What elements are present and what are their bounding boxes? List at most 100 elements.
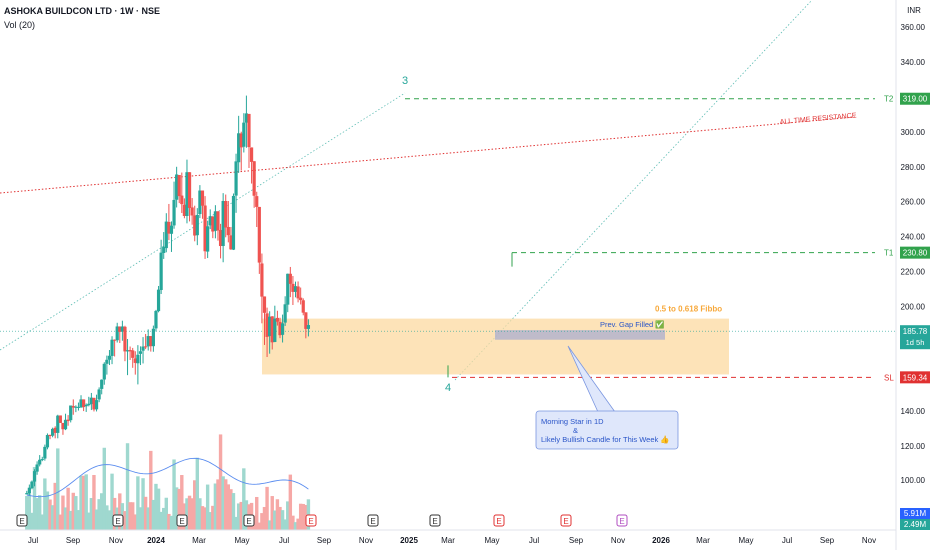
- candle-body: [237, 133, 241, 163]
- earnings-marker: [243, 514, 255, 527]
- volume-bar: [296, 518, 300, 530]
- price-axis[interactable]: INR120.00140.00160.00180.00200.00220.002…: [895, 0, 932, 550]
- candle-body: [291, 283, 295, 292]
- volume-bar: [74, 496, 78, 530]
- candle-body: [257, 206, 261, 263]
- earnings-marker: [176, 514, 188, 527]
- volume-bar: [301, 503, 305, 530]
- candle-body: [151, 328, 155, 347]
- volume-bar: [110, 473, 114, 530]
- volume-bar: [131, 502, 135, 530]
- volume-bar: [162, 507, 166, 530]
- sl-badge-bg: [900, 371, 930, 384]
- fibo-zone: [262, 318, 729, 375]
- candle-body: [180, 195, 184, 205]
- volume-bar: [45, 491, 50, 530]
- volume-bar: [172, 459, 176, 530]
- candle-body: [115, 326, 119, 341]
- candle-body: [32, 471, 37, 482]
- candle-body: [177, 174, 181, 197]
- callout-text: Morning Star in 1D: [541, 417, 604, 426]
- price-tick-label: 120.00: [901, 442, 926, 451]
- wave-3-label: 3: [402, 75, 408, 87]
- volume-bar: [226, 484, 231, 530]
- candle-body: [45, 434, 50, 448]
- volume-bar: [136, 476, 140, 530]
- candle-body: [278, 321, 282, 336]
- volume-bar: [154, 483, 158, 530]
- candle-body: [229, 235, 233, 250]
- volume-bar: [159, 511, 163, 530]
- candle-body: [247, 113, 251, 148]
- time-tick-label: Sep: [569, 536, 584, 545]
- time-tick-label: May: [234, 536, 249, 545]
- volume-bar: [32, 467, 37, 530]
- volume-bar: [221, 476, 225, 530]
- volume-bar: [118, 493, 122, 530]
- volume-bar: [68, 510, 73, 530]
- volume-bar: [229, 489, 233, 530]
- volume-bar: [278, 506, 282, 530]
- t2-badge-bg: [900, 92, 930, 105]
- candle-body: [273, 318, 277, 342]
- volume-bar: [213, 483, 218, 530]
- annotation-layer: ALL TIME RESISTANCE 0.5 to 0.618 Fibbo Pre…: [0, 0, 896, 382]
- candle-body: [187, 172, 192, 208]
- candle-body: [301, 300, 305, 313]
- volume-bar: [56, 448, 60, 530]
- sl-badge-text: 159.34: [903, 373, 928, 382]
- volume-bar: [94, 509, 99, 530]
- candle-body: [172, 199, 176, 226]
- candle-body: [38, 459, 42, 465]
- volume-indicator-label[interactable]: Vol (20): [4, 20, 36, 30]
- volume-bar: [128, 502, 132, 530]
- candle-body: [76, 406, 81, 408]
- volume-bar: [242, 468, 246, 530]
- volume-bar: [234, 516, 238, 530]
- volume-bar: [79, 475, 83, 530]
- candle-body: [123, 326, 127, 352]
- earnings-marker-label: E: [308, 517, 313, 526]
- earnings-marker: [367, 514, 379, 527]
- trendline-left: [0, 92, 406, 351]
- volume-bar: [224, 479, 228, 530]
- earnings-marker: [429, 514, 441, 527]
- volume-bar: [193, 480, 197, 530]
- gap-label: Prev. Gap Filled ✅: [600, 320, 665, 329]
- candle-body: [195, 214, 199, 236]
- currency-label: INR: [907, 6, 921, 15]
- price-tick-label: 200.00: [901, 302, 926, 311]
- volume-bar: [260, 513, 264, 530]
- volume-bar: [291, 515, 295, 530]
- volume-bar: [218, 434, 223, 530]
- time-axis[interactable]: Jul Sep Nov 2024 Mar May Jul Sep Nov 2025 Mar May Ju…: [0, 529, 896, 545]
- time-tick-label: Jul: [529, 536, 539, 545]
- candle-body: [144, 346, 148, 348]
- overlay-layer: 3 4 E E E E E E E E E E Morning Star in 1D&Likely Bu…: [16, 75, 679, 527]
- price-tick-label: 340.00: [901, 58, 926, 67]
- volume-bar: [273, 510, 277, 530]
- time-tick-label: Nov: [109, 536, 123, 545]
- candle-body: [169, 225, 174, 234]
- countdown-text: 1d 5h: [906, 338, 925, 347]
- candle-body: [268, 316, 272, 337]
- volume-bar: [200, 506, 205, 530]
- candle-body: [35, 464, 39, 472]
- candle-body: [43, 446, 47, 459]
- candle-body: [299, 297, 303, 301]
- volume-tick-label: 100.00: [901, 476, 926, 485]
- candles: [25, 95, 311, 496]
- earnings-marker-label: E: [370, 517, 375, 526]
- volume-bar: [37, 495, 42, 530]
- candle-body: [244, 113, 249, 123]
- volume-bar: [216, 479, 220, 530]
- volume-bar: [48, 499, 52, 530]
- candle-body: [156, 289, 161, 312]
- candle-body: [120, 326, 124, 332]
- candle-body: [234, 161, 238, 196]
- volume-bar: [25, 495, 29, 530]
- candle-body: [213, 211, 217, 231]
- volume-bar: [81, 475, 86, 530]
